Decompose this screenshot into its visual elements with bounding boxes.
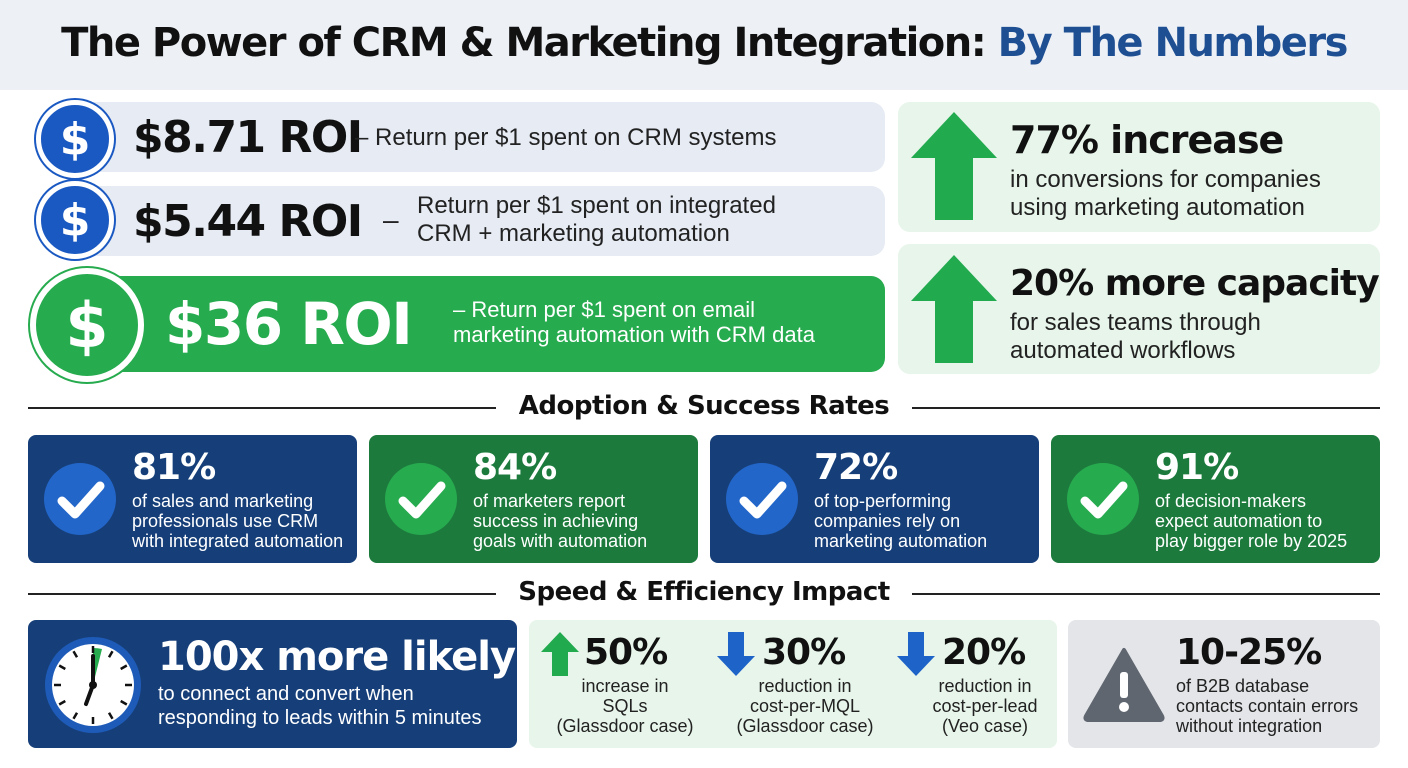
adoption-desc: of decision-makers expect automation to pl… [1155, 491, 1348, 551]
adoption-desc: of top-performing companies rely on market… [814, 491, 988, 551]
metric-pct-mql: 30% [762, 632, 846, 673]
adoption-card-1: 81% of sales and marketing professionals … [28, 435, 357, 563]
section-divider [912, 593, 1380, 595]
section-divider [912, 407, 1380, 409]
dollar-icon: $ [36, 181, 114, 259]
arrow-up-icon [541, 632, 579, 676]
metric-pct-sqls: 50% [584, 632, 668, 673]
adoption-card-2: 84% of marketers report success in achiev… [369, 435, 698, 563]
metric-desc-sqls: increase in SQLs (Glassdoor case) [556, 676, 694, 736]
section-divider [28, 593, 496, 595]
roi-row-1 [70, 102, 885, 172]
adoption-pct: 72% [814, 447, 898, 488]
adoption-desc: of marketers report success in achieving g… [473, 491, 648, 551]
speed-card-errors: 10-25% of B2B database contacts contain e… [1068, 620, 1380, 748]
title-accent: By The Numbers [997, 20, 1349, 66]
roi-row-2 [70, 186, 885, 256]
adoption-card-3: 72% of top-performing companies rely on ma… [710, 435, 1039, 563]
stat-card-capacity [898, 244, 1380, 374]
stat-headline-conversions: 77% increase [1010, 118, 1284, 162]
roi-value-2: $5.44 ROI [133, 196, 363, 247]
roi-value-3: $36 ROI [165, 290, 413, 358]
likely-headline: 100x more likely [158, 634, 516, 680]
adoption-pct: 81% [132, 447, 216, 488]
stat-headline-capacity: 20% more capacity [1010, 263, 1380, 304]
errors-pct: 10-25% [1176, 632, 1322, 673]
adoption-pct: 84% [473, 447, 557, 488]
adoption-pct: 91% [1155, 447, 1239, 488]
roi-row-3 [90, 276, 885, 372]
arrow-down-icon [717, 632, 755, 676]
warning-icon [1083, 648, 1165, 722]
speed-card-metrics [529, 620, 1057, 748]
stat-card-conversions [898, 102, 1380, 232]
metric-desc-mql: reduction in cost-per-MQL (Glassdoor case) [736, 676, 874, 736]
section-title-speed: Speed & Efficiency Impact [518, 577, 890, 607]
roi-desc-3: – Return per $1 spent on email marketing… [453, 297, 815, 348]
section-divider [28, 407, 496, 409]
dollar-icon: $ [36, 100, 114, 178]
roi-desc-1: – Return per $1 spent on CRM systems [355, 124, 777, 151]
title-main: The Power of CRM & Marketing Integration… [61, 20, 998, 66]
checkmark-icon [726, 463, 798, 535]
roi-desc-2: Return per $1 spent on integrated CRM + … [417, 192, 776, 247]
stat-desc-conversions: in conversions for companies using marke… [1010, 166, 1321, 221]
adoption-desc: of sales and marketing professionals use … [132, 491, 344, 551]
roi-dash-2: – [383, 204, 399, 235]
clock-icon [45, 637, 141, 733]
arrow-up-icon [911, 255, 997, 363]
section-title-adoption: Adoption & Success Rates [518, 391, 890, 421]
dollar-icon: $ [30, 268, 144, 382]
checkmark-icon [385, 463, 457, 535]
checkmark-icon [44, 463, 116, 535]
header-band [0, 0, 1408, 90]
checkmark-icon [1067, 463, 1139, 535]
metric-desc-lead: reduction in cost-per-lead (Veo case) [932, 676, 1038, 736]
roi-value-1: $8.71 ROI [133, 112, 363, 163]
errors-desc: of B2B database contacts contain errors wi… [1176, 676, 1359, 736]
stat-desc-capacity: for sales teams through automated workfl… [1010, 309, 1261, 364]
arrow-up-icon [911, 112, 997, 220]
arrow-down-icon [897, 632, 935, 676]
likely-desc: to connect and convert when responding to… [158, 683, 482, 729]
speed-card-likely: 100x more likely to connect and convert … [28, 620, 517, 748]
adoption-card-4: 91% of decision-makers expect automation … [1051, 435, 1380, 563]
metric-pct-lead: 20% [942, 632, 1026, 673]
page-title: The Power of CRM & Marketing Integration… [0, 20, 1408, 66]
